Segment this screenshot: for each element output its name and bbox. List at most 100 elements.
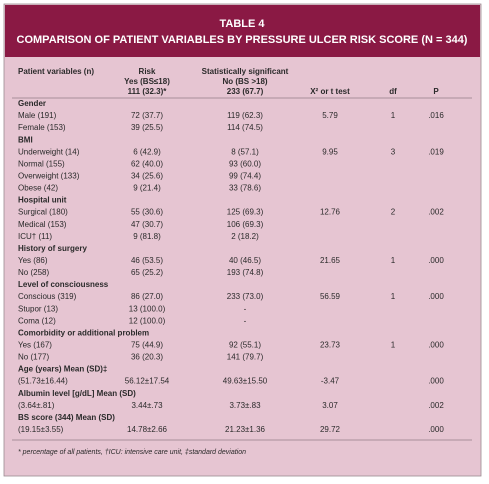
table-cell: - — [244, 316, 247, 325]
table-cell: .002 — [428, 208, 444, 217]
table-cell: .000 — [428, 292, 444, 301]
table-cell: 1 — [391, 341, 396, 350]
table-cell: 193 (74.8) — [227, 268, 264, 277]
table-cell: 233 (73.0) — [227, 292, 264, 301]
card-bg — [3, 3, 482, 477]
table-cell: 55 (30.6) — [131, 208, 163, 217]
table-cell: 9 (81.8) — [133, 232, 161, 241]
column-header: 111 (32.3)* — [128, 87, 168, 96]
table-cell: Female (153) — [18, 123, 66, 132]
table-cell: 46 (53.5) — [131, 256, 163, 265]
table-cell: 12.76 — [320, 208, 341, 217]
table-cell: 40 (46.5) — [229, 256, 261, 265]
column-header: No (BS >18) — [222, 77, 267, 86]
section-label: Gender — [18, 99, 46, 108]
table-cell: No (177) — [18, 353, 49, 362]
table-cell: 33 (78.6) — [229, 184, 261, 193]
table-cell: Obese (42) — [18, 184, 58, 193]
table-cell: No (258) — [18, 268, 49, 277]
column-header: Yes (BS≤18) — [124, 77, 170, 86]
table-cell: Yes (167) — [18, 341, 52, 350]
column-header: 233 (67.7) — [227, 87, 264, 96]
table-cell: 62 (40.0) — [131, 159, 163, 168]
table-cell: 141 (79.7) — [227, 353, 264, 362]
column-header: Risk — [139, 67, 156, 76]
table-cell: (51.73±16.44) — [18, 377, 68, 386]
section-label: BS score (344) Mean (SD) — [18, 413, 115, 422]
table-label: TABLE 4 — [219, 18, 265, 30]
table-cell: 36 (20.3) — [131, 353, 163, 362]
table-cell: 65 (25.2) — [131, 268, 163, 277]
table-cell: Yes (86) — [18, 256, 48, 265]
table-cell: 34 (25.6) — [131, 172, 163, 181]
table-cell: 106 (69.3) — [227, 220, 264, 229]
table-cell: ICU† (11) — [18, 232, 52, 241]
table-cell: 119 (62.3) — [227, 111, 263, 120]
table-cell: 72 (37.7) — [131, 111, 163, 120]
table-cell: -3.47 — [321, 377, 340, 386]
column-header: df — [389, 87, 397, 96]
table-cell: - — [244, 304, 247, 313]
table-cell: Normal (155) — [18, 159, 65, 168]
column-header: Statistically significant — [202, 67, 289, 76]
table-cell: 9 (21.4) — [133, 184, 161, 193]
table-cell: .019 — [428, 147, 444, 156]
table-cell: 1 — [391, 111, 396, 120]
table-cell: 2 — [391, 208, 396, 217]
table-cell: Coma (12) — [18, 316, 56, 325]
table-cell: 39 (25.5) — [131, 123, 163, 132]
table-cell: 3.44±.73 — [131, 401, 163, 410]
table-cell: 86 (27.0) — [131, 292, 163, 301]
table-cell: Conscious (319) — [18, 292, 77, 301]
table-cell: 56.12±17.54 — [125, 377, 170, 386]
table-cell: 29.72 — [320, 425, 341, 434]
section-label: History of surgery — [18, 244, 87, 253]
table-cell: .016 — [428, 111, 444, 120]
section-label: Hospital unit — [18, 196, 67, 205]
section-label: Age (years) Mean (SD)‡ — [18, 365, 107, 374]
table-cell: 12 (100.0) — [129, 316, 166, 325]
table-cell: .000 — [428, 425, 444, 434]
table-cell: Medical (153) — [18, 220, 67, 229]
table-cell: Stupor (13) — [18, 304, 58, 313]
table-cell: 3 — [391, 147, 396, 156]
table-cell: 2 (18.2) — [231, 232, 259, 241]
table-cell: 1 — [391, 292, 396, 301]
column-header: Patient variables (n) — [18, 67, 94, 76]
table-cell: 47 (30.7) — [131, 220, 163, 229]
table-cell: 5.79 — [322, 111, 338, 120]
table-cell: 56.59 — [320, 292, 341, 301]
section-label: Comorbidity or additional problem — [18, 328, 149, 337]
table-cell: 13 (100.0) — [129, 304, 166, 313]
column-header: X² or t test — [310, 87, 350, 96]
table-cell: 14.78±2.66 — [127, 425, 168, 434]
table-cell: 6 (42.9) — [133, 147, 161, 156]
table-cell: 92 (55.1) — [229, 341, 261, 350]
table-cell: (19.15±3.55) — [18, 425, 64, 434]
table-cell: 93 (60.0) — [229, 159, 261, 168]
table-cell: 21.23±1.36 — [225, 425, 266, 434]
table-cell: (3.64±.81) — [18, 401, 55, 410]
table-cell: 75 (44.9) — [131, 341, 163, 350]
table-cell: 114 (74.5) — [227, 123, 263, 132]
table-cell: .000 — [428, 341, 444, 350]
table-cell: Surgical (180) — [18, 208, 68, 217]
table-cell: 3.07 — [322, 401, 338, 410]
table-cell: 125 (69.3) — [227, 208, 264, 217]
table-cell: 3.73±.83 — [229, 401, 261, 410]
table-cell: 8 (57.1) — [231, 147, 259, 156]
table-cell: .000 — [428, 256, 444, 265]
table-cell: 99 (74.4) — [229, 172, 261, 181]
section-label: BMI — [18, 135, 33, 144]
section-label: Level of consciousness — [18, 280, 109, 289]
table-cell: Overweight (133) — [18, 172, 80, 181]
table-cell: 9.95 — [322, 147, 338, 156]
table-cell: Underweight (14) — [18, 147, 80, 156]
table-cell: Male (191) — [18, 111, 57, 120]
table-title: COMPARISON OF PATIENT VARIABLES BY PRESS… — [17, 34, 468, 46]
table-cell: 1 — [391, 256, 396, 265]
header-band — [5, 5, 480, 57]
table-cell: .002 — [428, 401, 444, 410]
